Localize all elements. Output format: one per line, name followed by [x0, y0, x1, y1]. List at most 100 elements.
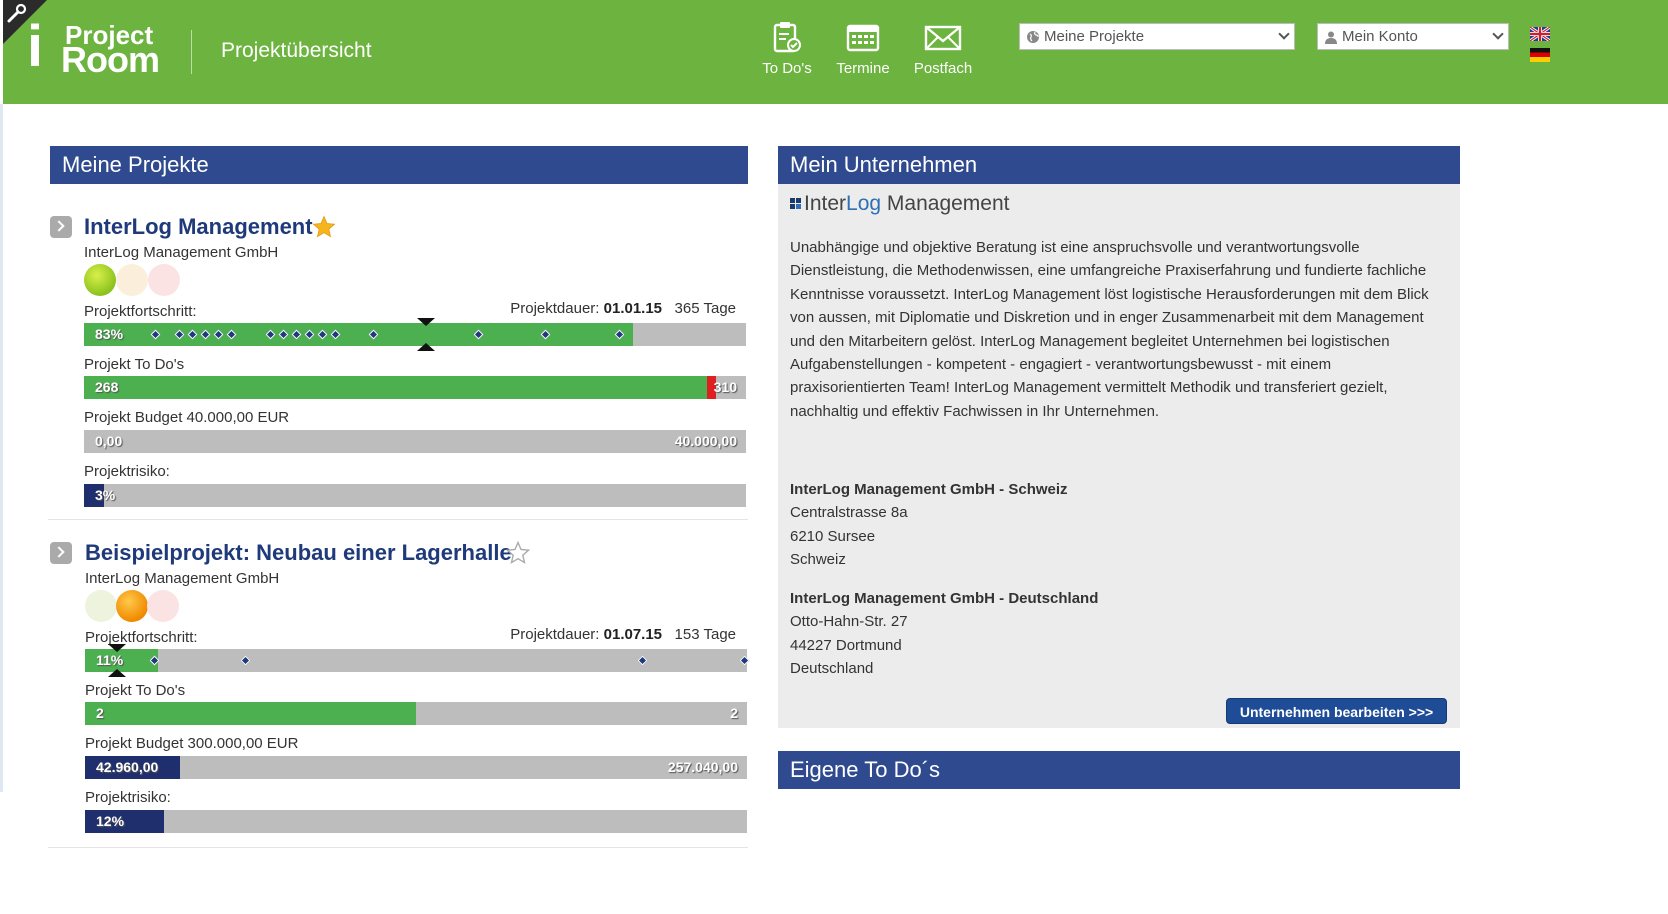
nav-todos[interactable]: To Do's — [759, 20, 815, 77]
milestone-marker[interactable] — [739, 655, 750, 666]
project-company: InterLog Management GmbH — [85, 570, 280, 587]
progress-bar: 83% — [84, 318, 746, 351]
nav-postfach-label: Postfach — [913, 60, 973, 77]
address-city: 44227 Dortmund — [790, 636, 902, 654]
todos-label: Projekt To Do's — [85, 682, 186, 699]
company-address: InterLog Management GmbH - Deutschland O… — [790, 587, 1098, 681]
progress-value: 11% — [96, 652, 124, 668]
budget-used-value: 42.960,00 — [96, 759, 159, 775]
budget-bar-fill — [85, 756, 180, 779]
project-card: InterLog Management InterLog Management … — [48, 210, 748, 520]
today-marker-top — [417, 318, 435, 326]
risk-label: Projektrisiko: — [85, 789, 171, 806]
progress-bar-fill — [84, 323, 634, 346]
todos-overdue-fill — [707, 376, 716, 399]
traffic-light-orange-off — [116, 264, 148, 296]
logo-room: Room — [61, 39, 160, 80]
projects-select-value: Meine Projekte — [1044, 28, 1145, 45]
todos-bar-fill — [84, 376, 713, 399]
traffic-light-red-off — [148, 264, 180, 296]
todos-done-value: 268 — [95, 379, 119, 395]
budget-label: Projekt Budget 300.000,00 EUR — [85, 735, 299, 752]
logo-i: i — [27, 14, 44, 79]
risk-bar: 12% — [85, 810, 747, 833]
budget-used-value: 0,00 — [95, 433, 123, 449]
company-logo-log: Log — [846, 192, 882, 215]
envelope-icon — [924, 25, 962, 51]
project-card: Beispielprojekt: Neubau einer Lagerhalle… — [48, 536, 750, 848]
traffic-light-orange — [116, 590, 148, 622]
duration-label: Projektdauer: — [510, 626, 600, 643]
progress-bar-fill — [85, 649, 158, 672]
edit-company-button[interactable]: Unternehmen bearbeiten >>> — [1226, 698, 1447, 724]
today-marker-bottom — [417, 343, 435, 351]
nav-termine-label: Termine — [836, 60, 890, 77]
todos-total-value: 310 — [713, 379, 737, 395]
budget-bar: 0,00 40.000,00 — [84, 430, 746, 453]
admin-corner[interactable] — [3, 0, 47, 44]
logo-divider — [191, 30, 192, 74]
progress-value: 83% — [95, 326, 124, 342]
clipboard-check-icon — [773, 22, 801, 53]
top-header: i Project Room Projektübersicht To Do's … — [3, 0, 1668, 104]
nav-termine[interactable]: Termine — [833, 20, 893, 77]
account-select-value: Mein Konto — [1342, 28, 1418, 45]
address-city: 6210 Sursee — [790, 527, 876, 545]
address-street: Otto-Hahn-Str. 27 — [790, 613, 908, 631]
chevron-down-icon — [1278, 28, 1290, 40]
globe-icon — [1027, 31, 1039, 43]
company-logo-inter: Inter — [804, 192, 847, 215]
iprojectroom-logo[interactable]: i Project Room — [27, 18, 172, 80]
project-start-date: 01.07.15 — [603, 626, 663, 643]
budget-rest-value: 257.040,00 — [667, 759, 738, 775]
milestone-marker[interactable] — [637, 655, 648, 666]
star-icon[interactable] — [312, 215, 336, 239]
traffic-light-green-off — [85, 590, 117, 622]
address-street: Centralstrasse 8a — [790, 504, 908, 522]
expand-project-button[interactable] — [50, 542, 72, 564]
risk-bar-fill — [84, 484, 104, 507]
budget-bar: 42.960,00 257.040,00 — [85, 756, 747, 779]
expand-project-button[interactable] — [50, 216, 72, 238]
project-title[interactable]: InterLog Management — [84, 214, 313, 239]
logo-project: Project — [65, 20, 154, 50]
wrench-icon — [7, 3, 27, 23]
own-todos-heading: Eigene To Do´s — [778, 751, 1460, 789]
calendar-icon — [846, 24, 880, 52]
progress-bar: 11% — [85, 644, 750, 677]
today-marker-bottom — [108, 669, 126, 677]
address-name: InterLog Management GmbH - Schweiz — [790, 481, 1068, 498]
todos-bar: 2 2 — [85, 702, 747, 725]
company-logo-management: Management — [881, 192, 1010, 215]
milestone-marker[interactable] — [240, 655, 251, 666]
todos-bar: 268 310 — [84, 376, 746, 399]
nav-postfach[interactable]: Postfach — [909, 20, 977, 77]
todos-label: Projekt To Do's — [84, 356, 185, 373]
company-logo-mark — [790, 197, 802, 210]
star-icon[interactable] — [506, 541, 530, 565]
todos-done-value: 2 — [96, 705, 104, 721]
project-duration: Projektdauer: 01.01.15 365 Tage — [510, 300, 736, 317]
user-icon — [1325, 31, 1337, 44]
chevron-down-icon — [1492, 28, 1504, 40]
page-title: Projektübersicht — [221, 39, 372, 62]
today-marker-top — [108, 644, 126, 652]
traffic-light-green — [84, 264, 116, 296]
project-company: InterLog Management GmbH — [84, 244, 279, 261]
address-country: Schweiz — [790, 551, 846, 569]
todos-total-value: 2 — [730, 705, 738, 721]
company-logo: InterLog Management — [790, 192, 1010, 216]
projects-select[interactable]: Meine Projekte — [1019, 23, 1295, 50]
company-address: InterLog Management GmbH - Schweiz Centr… — [790, 478, 1068, 572]
budget-rest-value: 40.000,00 — [674, 433, 737, 449]
address-name: InterLog Management GmbH - Deutschland — [790, 590, 1099, 607]
budget-label: Projekt Budget 40.000,00 EUR — [84, 409, 290, 426]
flag-de-icon[interactable] — [1530, 48, 1550, 62]
project-title[interactable]: Beispielprojekt: Neubau einer Lagerhalle — [85, 540, 512, 565]
account-select[interactable]: Mein Konto — [1317, 23, 1509, 50]
risk-label: Projektrisiko: — [84, 463, 170, 480]
project-days: 365 Tage — [674, 300, 736, 317]
company-description: Unabhängige und objektive Beratung ist e… — [790, 239, 1429, 420]
todos-bar-fill — [85, 702, 416, 725]
flag-uk-icon[interactable] — [1530, 27, 1550, 41]
